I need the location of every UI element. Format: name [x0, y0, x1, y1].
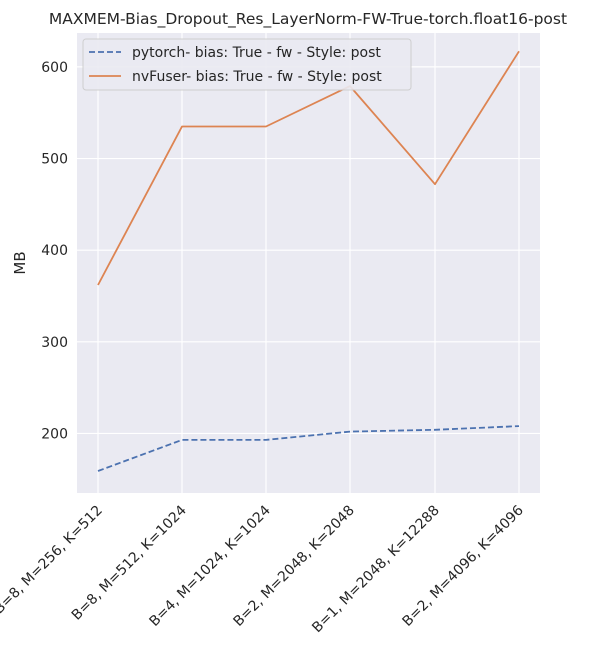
y-tick-label: 600 [41, 60, 68, 76]
y-tick-label: 400 [41, 243, 68, 259]
series-line-nvfuser [97, 50, 520, 286]
legend-label-nvfuser: nvFuser- bias: True - fw - Style: post [132, 69, 382, 85]
chart-title: MAXMEM-Bias_Dropout_Res_LayerNorm-FW-Tru… [49, 10, 567, 29]
y-tick-label: 200 [41, 426, 68, 442]
y-axis-label: MB [11, 251, 29, 274]
series-line-pytorch [97, 425, 520, 472]
legend-box [82, 38, 412, 91]
y-tick-label: 300 [41, 335, 68, 351]
plot-area [77, 33, 540, 493]
y-tick-label: 500 [41, 152, 68, 168]
legend: pytorch- bias: True - fw - Style: post n… [82, 38, 412, 91]
y-axis: 200 300 400 500 600 [41, 60, 68, 443]
legend-label-pytorch: pytorch- bias: True - fw - Style: post [132, 45, 381, 61]
